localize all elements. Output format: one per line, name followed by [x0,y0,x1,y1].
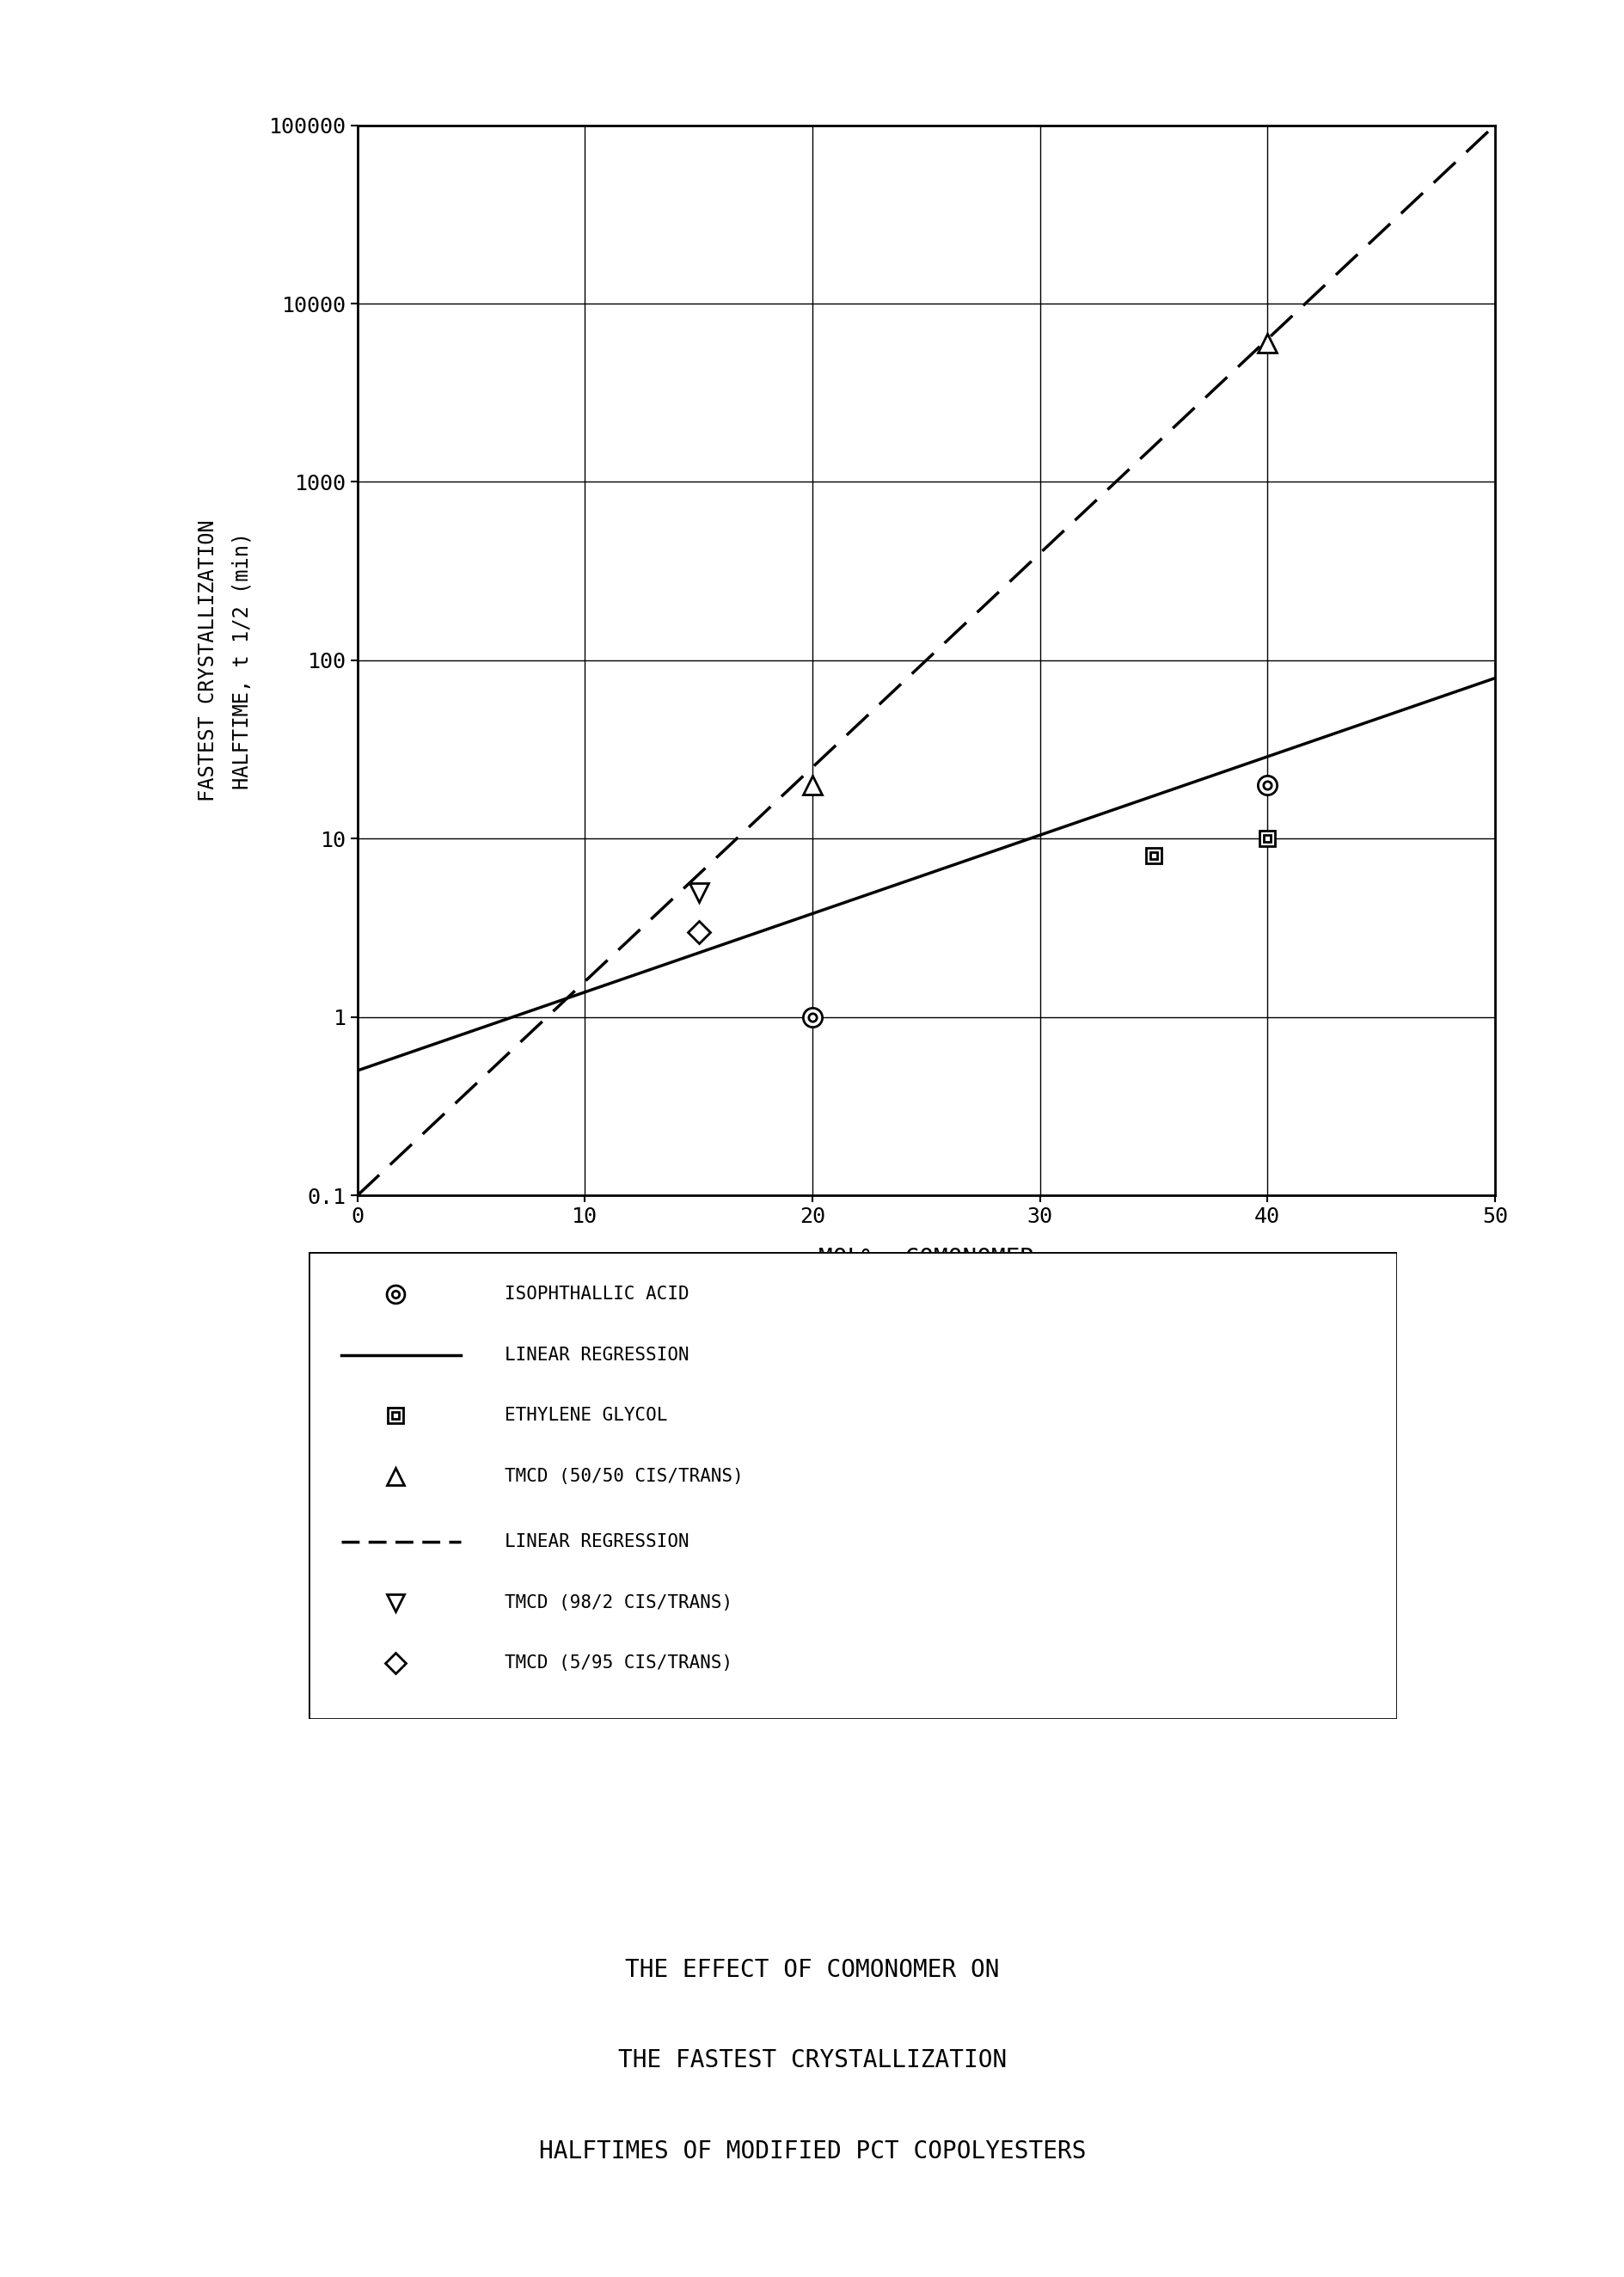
Text: LINEAR REGRESSION: LINEAR REGRESSION [505,1346,689,1364]
Text: ISOPHTHALLIC ACID: ISOPHTHALLIC ACID [505,1287,689,1302]
Text: TMCD (5/95 CIS/TRANS): TMCD (5/95 CIS/TRANS) [505,1655,732,1671]
Text: HALFTIMES OF MODIFIED PCT COPOLYESTERS: HALFTIMES OF MODIFIED PCT COPOLYESTERS [539,2140,1085,2163]
Text: TMCD (98/2 CIS/TRANS): TMCD (98/2 CIS/TRANS) [505,1594,732,1612]
Y-axis label: FASTEST CRYSTALLIZATION
HALFTIME, t 1/2 (min): FASTEST CRYSTALLIZATION HALFTIME, t 1/2 … [198,519,252,802]
Text: TMCD (50/50 CIS/TRANS): TMCD (50/50 CIS/TRANS) [505,1469,744,1485]
Text: THE EFFECT OF COMONOMER ON: THE EFFECT OF COMONOMER ON [625,1958,999,1981]
Text: ETHYLENE GLYCOL: ETHYLENE GLYCOL [505,1407,667,1425]
Text: LINEAR REGRESSION: LINEAR REGRESSION [505,1532,689,1551]
Text: THE FASTEST CRYSTALLIZATION: THE FASTEST CRYSTALLIZATION [617,2049,1007,2072]
X-axis label: MOL%  COMONOMER: MOL% COMONOMER [818,1246,1033,1271]
